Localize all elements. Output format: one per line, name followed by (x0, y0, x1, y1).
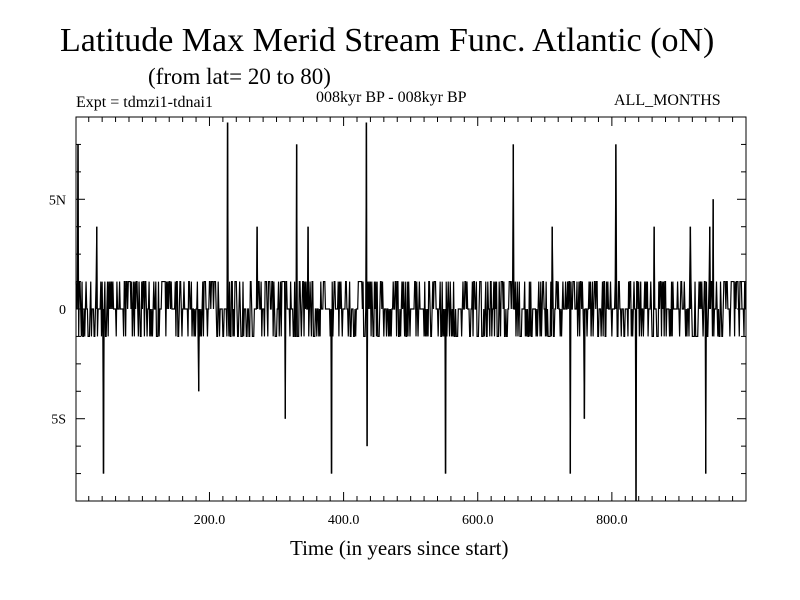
y-tick-label: 0 (59, 303, 66, 318)
x-tick-label: 400.0 (328, 513, 360, 528)
x-tick-label: 800.0 (596, 513, 628, 528)
y-tick-label: 5S (51, 413, 66, 428)
months-label: ALL_MONTHS (614, 92, 721, 109)
x-axis-label: Time (in years since start) (290, 536, 509, 560)
x-tick-label: 600.0 (462, 513, 494, 528)
chart-title: Latitude Max Merid Stream Func. Atlantic… (60, 22, 715, 59)
series-line (75, 122, 747, 502)
experiment-label: Expt = tdmzi1-tdnai1 (76, 94, 213, 111)
chart-subtitle: (from lat= 20 to 80) (148, 64, 331, 89)
plot-frame (75, 116, 747, 502)
x-tick-label: 200.0 (194, 513, 226, 528)
period-label: 008kyr BP - 008kyr BP (316, 89, 467, 106)
y-tick-label: 5N (49, 193, 66, 208)
